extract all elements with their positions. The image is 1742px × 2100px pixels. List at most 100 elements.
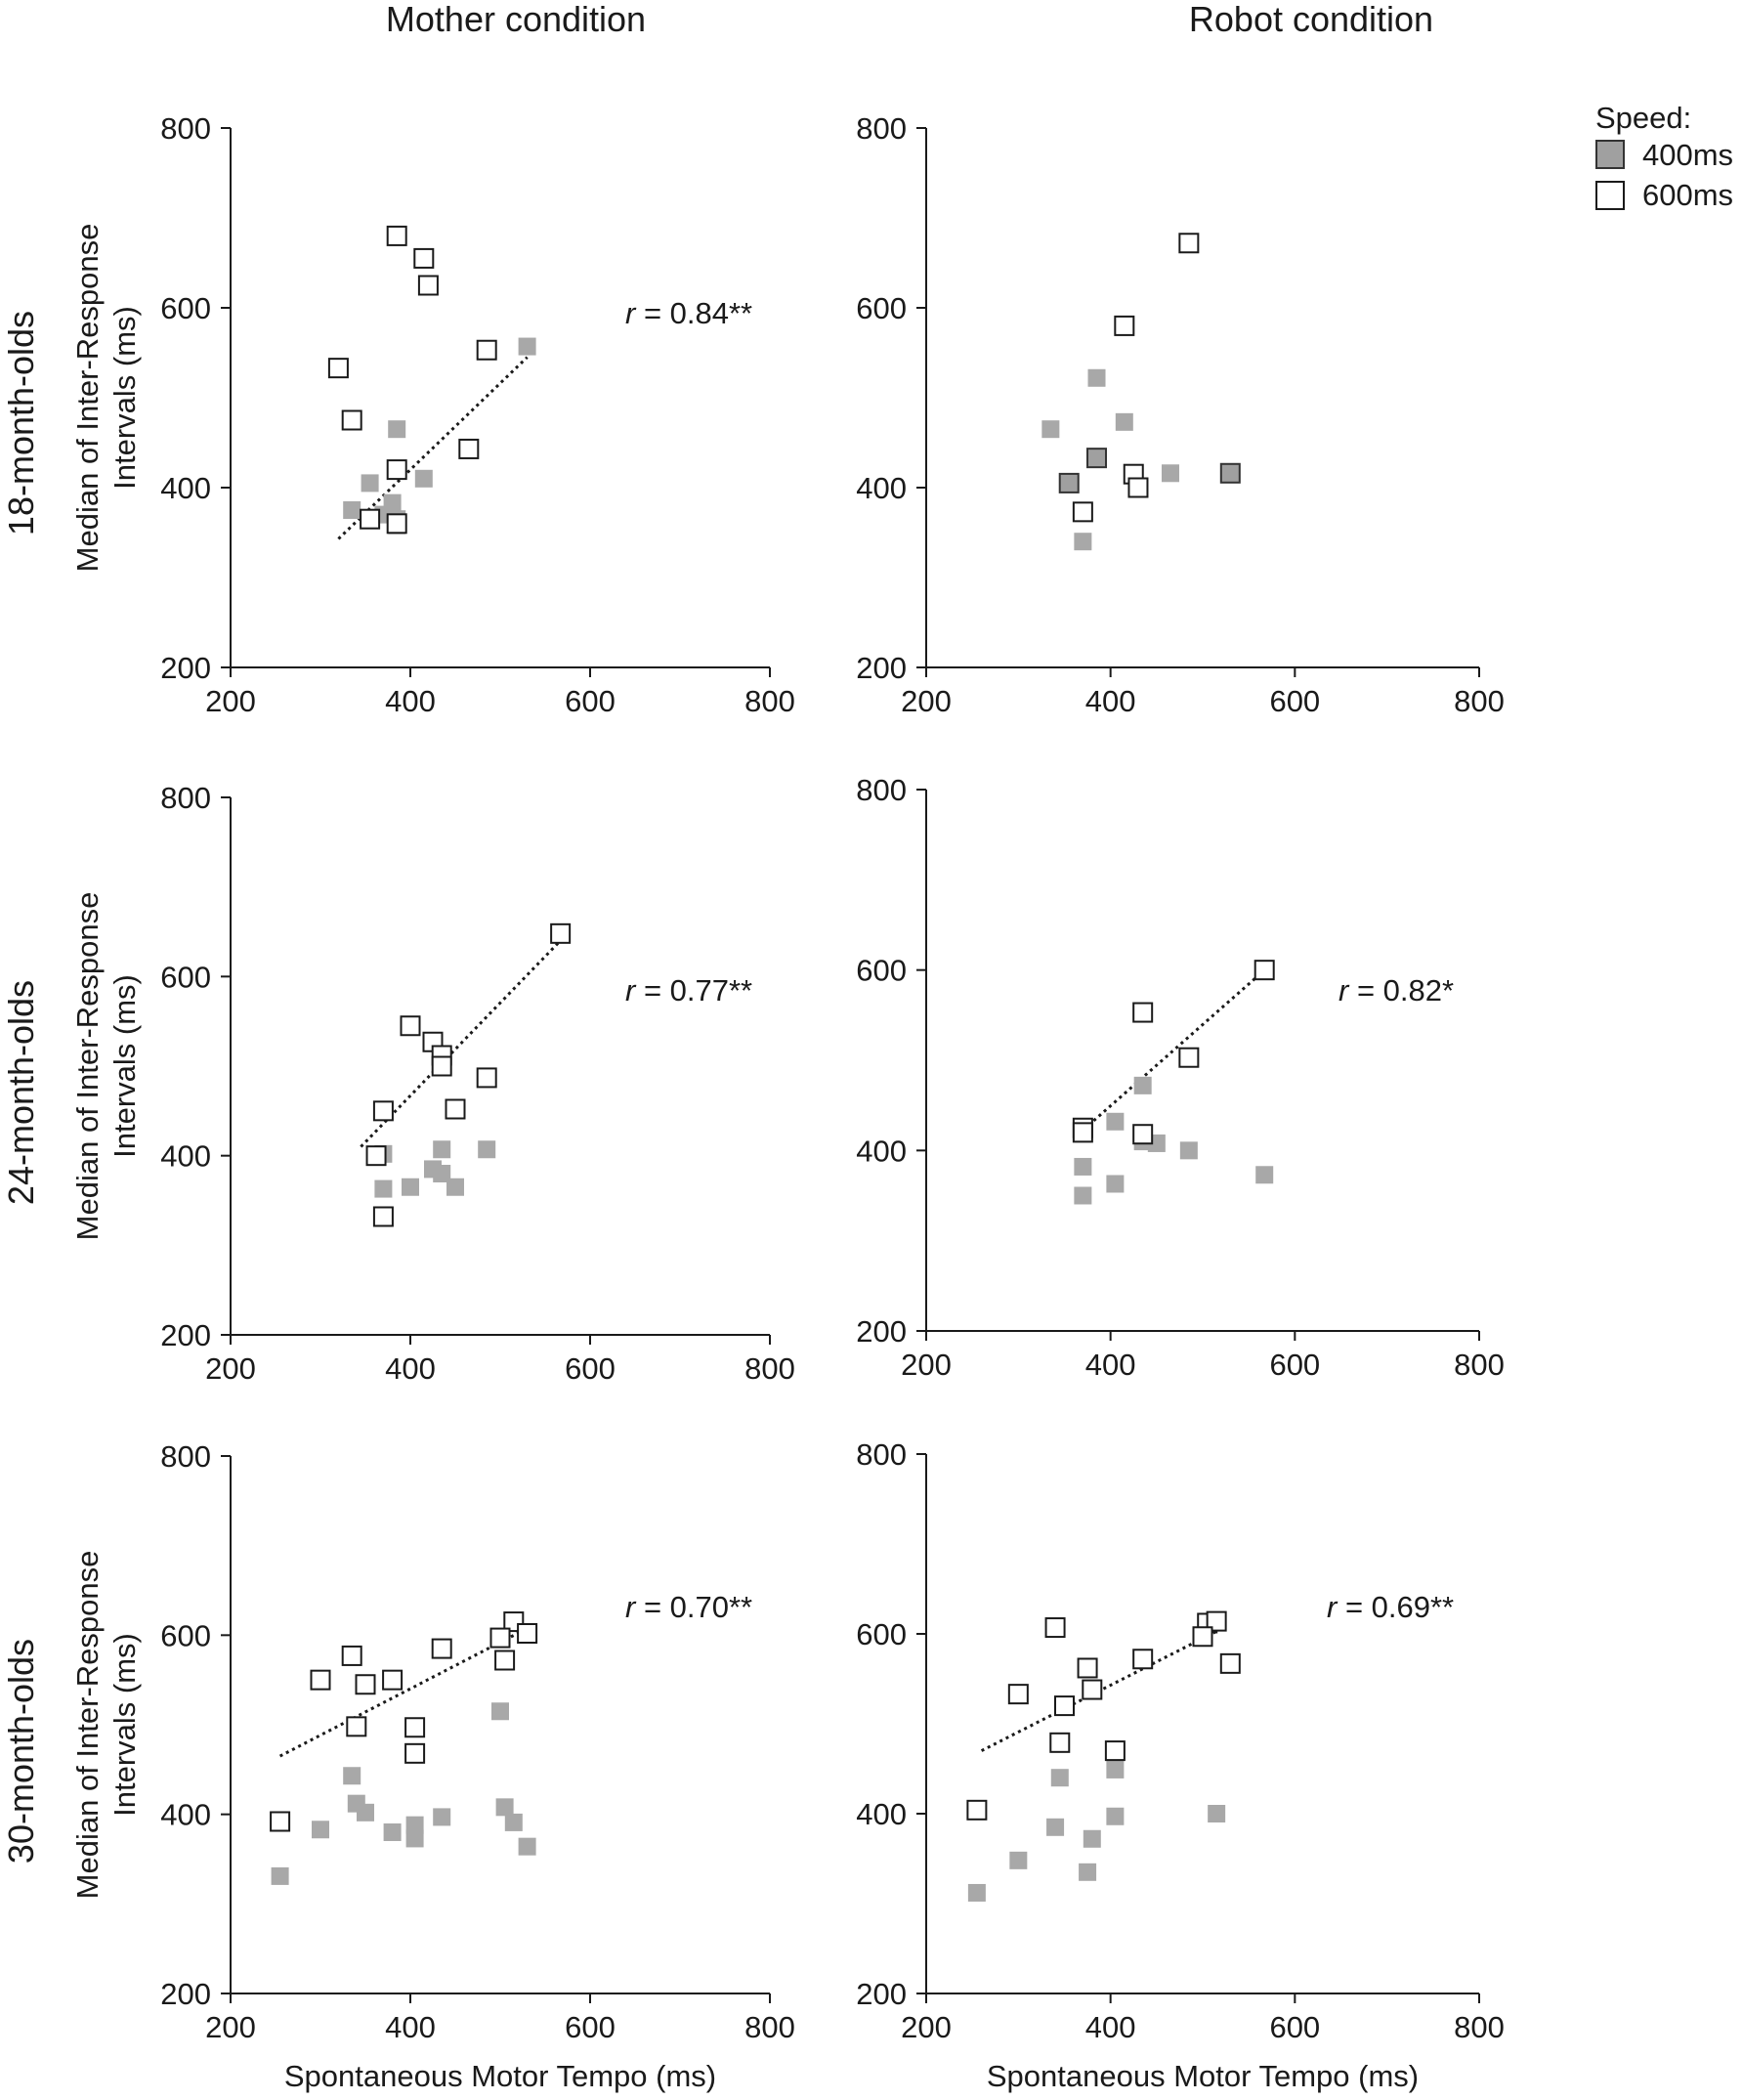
point-600ms bbox=[386, 225, 407, 246]
y-tick-label: 600 bbox=[856, 291, 907, 325]
point-600ms bbox=[310, 1669, 331, 1691]
y-axis-label-line2: Intervals (ms) bbox=[107, 1633, 142, 1817]
point-600ms bbox=[1072, 501, 1093, 523]
correlation-value: = 0.84** bbox=[635, 296, 752, 330]
x-tick-label: 200 bbox=[901, 2010, 952, 2044]
point-600ms bbox=[327, 358, 349, 379]
point-400ms bbox=[1161, 464, 1179, 483]
point-600ms bbox=[1049, 1732, 1071, 1753]
point-600ms bbox=[413, 247, 435, 269]
panel-5: 200 400 600 800 200 400 600 800 Median of Inter-… bbox=[70, 1439, 795, 2093]
point-600ms bbox=[1132, 1002, 1154, 1023]
point-400ms bbox=[271, 1866, 289, 1885]
point-600ms bbox=[458, 438, 480, 459]
point-600ms bbox=[1178, 1047, 1200, 1068]
point-400ms bbox=[1255, 1166, 1274, 1184]
point-600ms bbox=[372, 1206, 394, 1227]
point-400ms bbox=[518, 1837, 536, 1856]
point-600ms bbox=[494, 1650, 516, 1671]
point-600ms bbox=[517, 1623, 538, 1644]
point-600ms bbox=[476, 1067, 497, 1089]
panel-4: 200 400 600 800 200 400 600 800 r = 0.82* bbox=[856, 773, 1505, 1382]
y-tick-label: 600 bbox=[160, 1618, 211, 1652]
panel-3: 200 400 600 800 200 400 600 800 Median of Inter-… bbox=[70, 781, 795, 1386]
point-600ms bbox=[1044, 1617, 1066, 1639]
correlation-r: r bbox=[1338, 973, 1350, 1007]
x-tick-label: 600 bbox=[1269, 2010, 1320, 2044]
point-400ms bbox=[967, 1883, 986, 1902]
y-tick-label: 400 bbox=[160, 471, 211, 505]
point-600ms bbox=[1114, 315, 1135, 336]
legend-title: Speed: bbox=[1595, 101, 1691, 135]
x-tick-label: 400 bbox=[385, 1351, 436, 1386]
point-400ms bbox=[518, 337, 536, 356]
correlation-r: r bbox=[1327, 1590, 1338, 1624]
correlation-r: r bbox=[625, 296, 637, 330]
point-600ms bbox=[1104, 1740, 1126, 1762]
point-400ms bbox=[1079, 1863, 1097, 1881]
panels: 200 400 600 800 200 400 600 800 Median of Inter-… bbox=[70, 111, 1505, 2093]
y-tick-label: 600 bbox=[160, 960, 211, 994]
point-400ms bbox=[343, 1767, 361, 1785]
point-400ms bbox=[414, 469, 433, 488]
column-title-robot: Robot condition bbox=[1189, 0, 1433, 39]
x-tick-label: 600 bbox=[1269, 684, 1320, 718]
x-tick-label: 800 bbox=[1454, 1348, 1505, 1382]
point-400ms bbox=[402, 1178, 419, 1196]
y-axis-label-line2: Intervals (ms) bbox=[107, 974, 142, 1158]
point-400ms bbox=[1106, 1112, 1125, 1131]
y-tick-label: 200 bbox=[160, 1318, 211, 1352]
x-tick-label: 400 bbox=[1085, 2010, 1136, 2044]
panel-1: 200 400 600 800 200 400 600 800 Median of Inter-… bbox=[70, 111, 795, 718]
point-600ms bbox=[1082, 1679, 1103, 1700]
y-tick-label: 800 bbox=[160, 1439, 211, 1474]
point-400ms bbox=[1219, 462, 1241, 484]
x-tick-label: 800 bbox=[744, 2010, 795, 2044]
y-tick-label: 600 bbox=[856, 954, 907, 988]
point-400ms bbox=[405, 1816, 424, 1834]
point-600ms bbox=[400, 1015, 421, 1037]
correlation-r: r bbox=[625, 1590, 637, 1624]
x-tick-label: 400 bbox=[385, 2010, 436, 2044]
x-tick-label: 400 bbox=[1085, 684, 1136, 718]
point-600ms bbox=[1192, 1626, 1213, 1648]
x-tick-label: 200 bbox=[205, 2010, 256, 2044]
point-400ms bbox=[1074, 533, 1092, 551]
point-600ms bbox=[431, 1638, 452, 1659]
correlation-annotation: r = 0.77** bbox=[625, 973, 752, 1007]
x-tick-label: 800 bbox=[1454, 2010, 1505, 2044]
legend-swatch-400 bbox=[1595, 140, 1625, 169]
x-tick-label: 400 bbox=[1085, 1348, 1136, 1382]
row-title-18: 18-month-olds bbox=[1, 311, 41, 536]
legend-swatch-600 bbox=[1595, 181, 1625, 210]
x-tick-label: 200 bbox=[205, 684, 256, 718]
point-600ms bbox=[1132, 1124, 1154, 1145]
point-400ms bbox=[1009, 1851, 1028, 1869]
point-600ms bbox=[445, 1098, 466, 1120]
x-tick-label: 600 bbox=[565, 2010, 616, 2044]
point-600ms bbox=[476, 339, 497, 361]
y-tick-label: 400 bbox=[160, 1139, 211, 1174]
point-400ms bbox=[1083, 1829, 1101, 1848]
point-600ms bbox=[1178, 233, 1200, 254]
column-title-mother: Mother condition bbox=[386, 0, 646, 39]
y-axis-label-line1: Median of Inter-Response bbox=[70, 224, 105, 573]
point-400ms bbox=[383, 493, 402, 512]
point-400ms bbox=[312, 1821, 329, 1839]
x-tick-label: 600 bbox=[565, 1351, 616, 1386]
x-tick-label: 600 bbox=[565, 684, 616, 718]
point-600ms bbox=[1072, 1122, 1093, 1143]
x-axis-label: Spontaneous Motor Tempo (ms) bbox=[987, 2059, 1419, 2093]
legend-label-600: 600ms bbox=[1642, 178, 1733, 212]
x-tick-label: 800 bbox=[744, 1351, 795, 1386]
point-600ms bbox=[382, 1669, 404, 1691]
x-tick-label: 200 bbox=[901, 1348, 952, 1382]
point-600ms bbox=[404, 1717, 426, 1738]
point-600ms bbox=[386, 459, 407, 481]
y-tick-label: 800 bbox=[160, 781, 211, 815]
y-tick-label: 600 bbox=[160, 291, 211, 325]
y-tick-label: 400 bbox=[160, 1798, 211, 1832]
point-400ms bbox=[1106, 1760, 1125, 1779]
y-tick-label: 800 bbox=[856, 1437, 907, 1472]
